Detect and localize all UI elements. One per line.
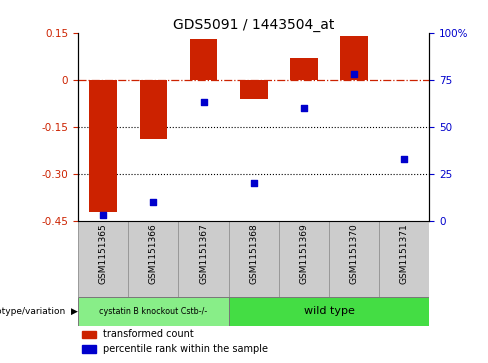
Text: transformed count: transformed count bbox=[102, 329, 193, 339]
Bar bbox=[379, 221, 429, 297]
Text: GSM1151365: GSM1151365 bbox=[99, 223, 108, 284]
Bar bbox=[78, 221, 128, 297]
Bar bbox=[229, 221, 279, 297]
Bar bbox=[89, 80, 117, 212]
Text: GSM1151370: GSM1151370 bbox=[349, 223, 359, 284]
Text: wild type: wild type bbox=[304, 306, 354, 316]
Point bbox=[401, 156, 408, 162]
Bar bbox=[279, 221, 329, 297]
Point bbox=[250, 180, 258, 186]
Point bbox=[200, 99, 207, 105]
Point bbox=[149, 199, 157, 205]
Point bbox=[300, 105, 308, 111]
Text: GSM1151367: GSM1151367 bbox=[199, 223, 208, 284]
Bar bbox=[340, 36, 368, 80]
Bar bbox=[81, 331, 96, 338]
Text: percentile rank within the sample: percentile rank within the sample bbox=[102, 344, 268, 354]
Bar bbox=[229, 297, 429, 326]
Text: GSM1151368: GSM1151368 bbox=[249, 223, 258, 284]
Text: GSM1151371: GSM1151371 bbox=[400, 223, 409, 284]
Bar bbox=[78, 297, 229, 326]
Bar bbox=[140, 80, 167, 139]
Bar bbox=[240, 80, 267, 99]
Bar bbox=[81, 345, 96, 353]
Title: GDS5091 / 1443504_at: GDS5091 / 1443504_at bbox=[173, 18, 334, 32]
Bar bbox=[128, 221, 179, 297]
Point bbox=[99, 213, 107, 219]
Bar bbox=[329, 221, 379, 297]
Text: GSM1151369: GSM1151369 bbox=[300, 223, 308, 284]
Text: cystatin B knockout Cstb-/-: cystatin B knockout Cstb-/- bbox=[99, 307, 207, 316]
Bar bbox=[190, 39, 217, 80]
Bar bbox=[290, 58, 318, 80]
Text: GSM1151366: GSM1151366 bbox=[149, 223, 158, 284]
Bar bbox=[179, 221, 229, 297]
Text: genotype/variation  ▶: genotype/variation ▶ bbox=[0, 307, 78, 316]
Point bbox=[350, 71, 358, 77]
